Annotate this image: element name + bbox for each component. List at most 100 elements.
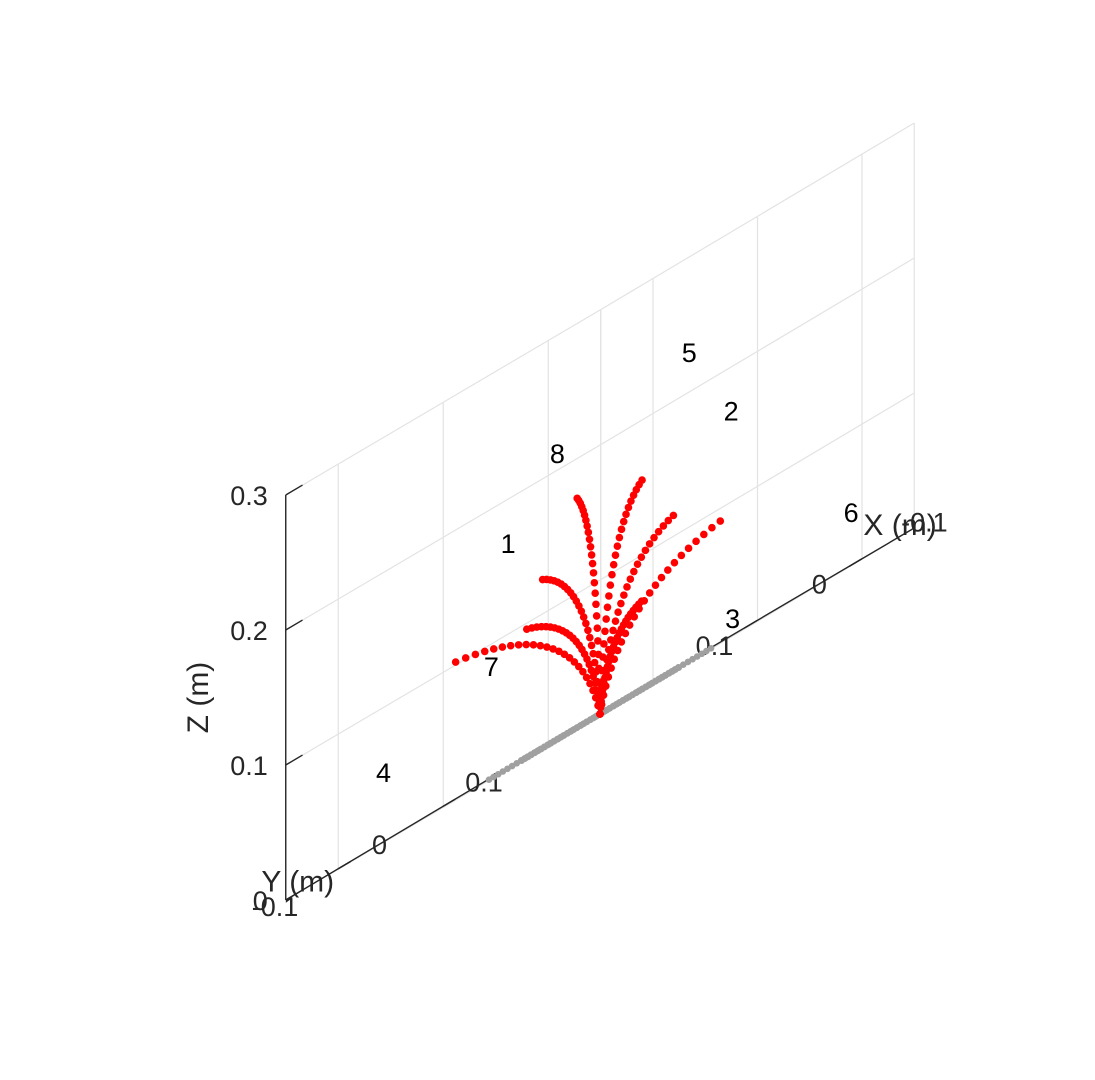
deformed-point [664, 566, 672, 574]
deformed-point [630, 613, 639, 621]
deformed-point [614, 608, 622, 617]
series-labels: 1 2 3 4 5 6 7 8 [376, 338, 859, 788]
deformed-point [600, 640, 608, 648]
initial-point [707, 644, 715, 652]
deformed-point [664, 516, 673, 525]
deformed-point [621, 629, 630, 638]
initial-point [485, 776, 493, 784]
deformed-point [638, 476, 646, 484]
deformed-point [613, 542, 622, 550]
y-axis-label: Y (m) [261, 865, 334, 898]
deformed-point [461, 654, 470, 662]
deformed-point [595, 664, 603, 673]
deformed-point [617, 599, 625, 608]
deformed-point [582, 619, 590, 628]
deformed-point [593, 624, 602, 632]
z-tick-mark [285, 484, 303, 496]
deformed-point [480, 647, 489, 656]
deformed-point [522, 640, 531, 649]
deformed-point [549, 645, 557, 653]
deformed-point [657, 573, 666, 582]
deformed-point [635, 604, 643, 613]
deformed-point [630, 567, 638, 576]
deformed-point [654, 527, 663, 536]
wall-grid-line [285, 579, 602, 766]
deformed-point [529, 641, 538, 649]
y-tick-label: 0 [372, 830, 387, 860]
initial-point [675, 664, 682, 671]
deformed-point [626, 575, 635, 583]
deformed-point [615, 533, 624, 542]
deformed-point [603, 603, 612, 612]
x-tick-label: 0 [812, 569, 827, 599]
z-tick-mark [285, 889, 303, 901]
z-tick-label: 0.1 [230, 751, 268, 781]
deformed-point [590, 578, 599, 587]
z-tick-label: 0.2 [230, 616, 268, 646]
z-tick-label: 0 [253, 886, 268, 916]
deformed-point [619, 517, 628, 526]
deformed-point [659, 522, 668, 530]
z-tick-label: 0.3 [230, 481, 268, 511]
deformed-point [622, 510, 630, 519]
deformed-point [650, 533, 658, 542]
deformed-point [594, 650, 603, 659]
deformed-point [591, 589, 599, 598]
deformed-point [588, 559, 597, 568]
series-label-7: 7 [484, 652, 499, 682]
deformed-point [624, 503, 633, 512]
deformed-point [641, 546, 650, 555]
deformed-point [708, 523, 716, 532]
deformed-point [617, 638, 626, 646]
initial-curve-7 [518, 710, 604, 764]
deformed-point [555, 647, 563, 656]
deformed-point [669, 511, 678, 520]
deformed-point [637, 553, 646, 561]
deformed-point [594, 637, 602, 645]
deformed-point [536, 641, 545, 650]
deformed-point [640, 596, 649, 605]
series-label-6: 6 [844, 498, 859, 528]
deformed-point [627, 497, 635, 505]
deformed-point [651, 581, 660, 590]
deformed-point [620, 591, 628, 599]
deformed-point [543, 643, 551, 651]
deformed-point [596, 710, 604, 718]
deformed-point [582, 673, 591, 682]
x-tick-label: -0.1 [901, 508, 948, 538]
deformed-point [625, 621, 634, 629]
deformed-point [602, 682, 610, 690]
deformed-point [498, 643, 507, 651]
deformed-point [573, 494, 581, 503]
deformed-point [617, 525, 626, 534]
deformed-point [623, 583, 631, 591]
initial-point [518, 757, 525, 764]
deformed-point [489, 645, 498, 653]
deformed-point [585, 535, 594, 544]
deformed-point [506, 641, 515, 650]
x-tick-mark [848, 558, 863, 567]
deformed-point [471, 650, 480, 659]
x-axis-label: X (m) [863, 509, 936, 542]
series-label-5: 5 [682, 338, 697, 368]
deformed-point [579, 613, 588, 621]
deformed-point [607, 664, 615, 672]
deformed-point [610, 655, 619, 663]
y-tick-mark [337, 860, 351, 870]
deformed-point [595, 679, 604, 687]
deformed-point [592, 600, 600, 609]
deformed-point [522, 625, 531, 634]
wall-grid-line [600, 392, 915, 581]
deformed-point [602, 615, 610, 623]
deformed-curve-8 [573, 494, 604, 718]
deformed-point [579, 667, 587, 676]
series-label-3: 3 [725, 604, 740, 634]
deformed-point [451, 658, 460, 666]
deformed-point [670, 558, 679, 567]
deformed-point [611, 617, 620, 625]
deformed-point [645, 589, 654, 597]
deformed-point [589, 569, 598, 577]
wall-grid-line [600, 122, 915, 311]
deformed-point [583, 522, 591, 530]
